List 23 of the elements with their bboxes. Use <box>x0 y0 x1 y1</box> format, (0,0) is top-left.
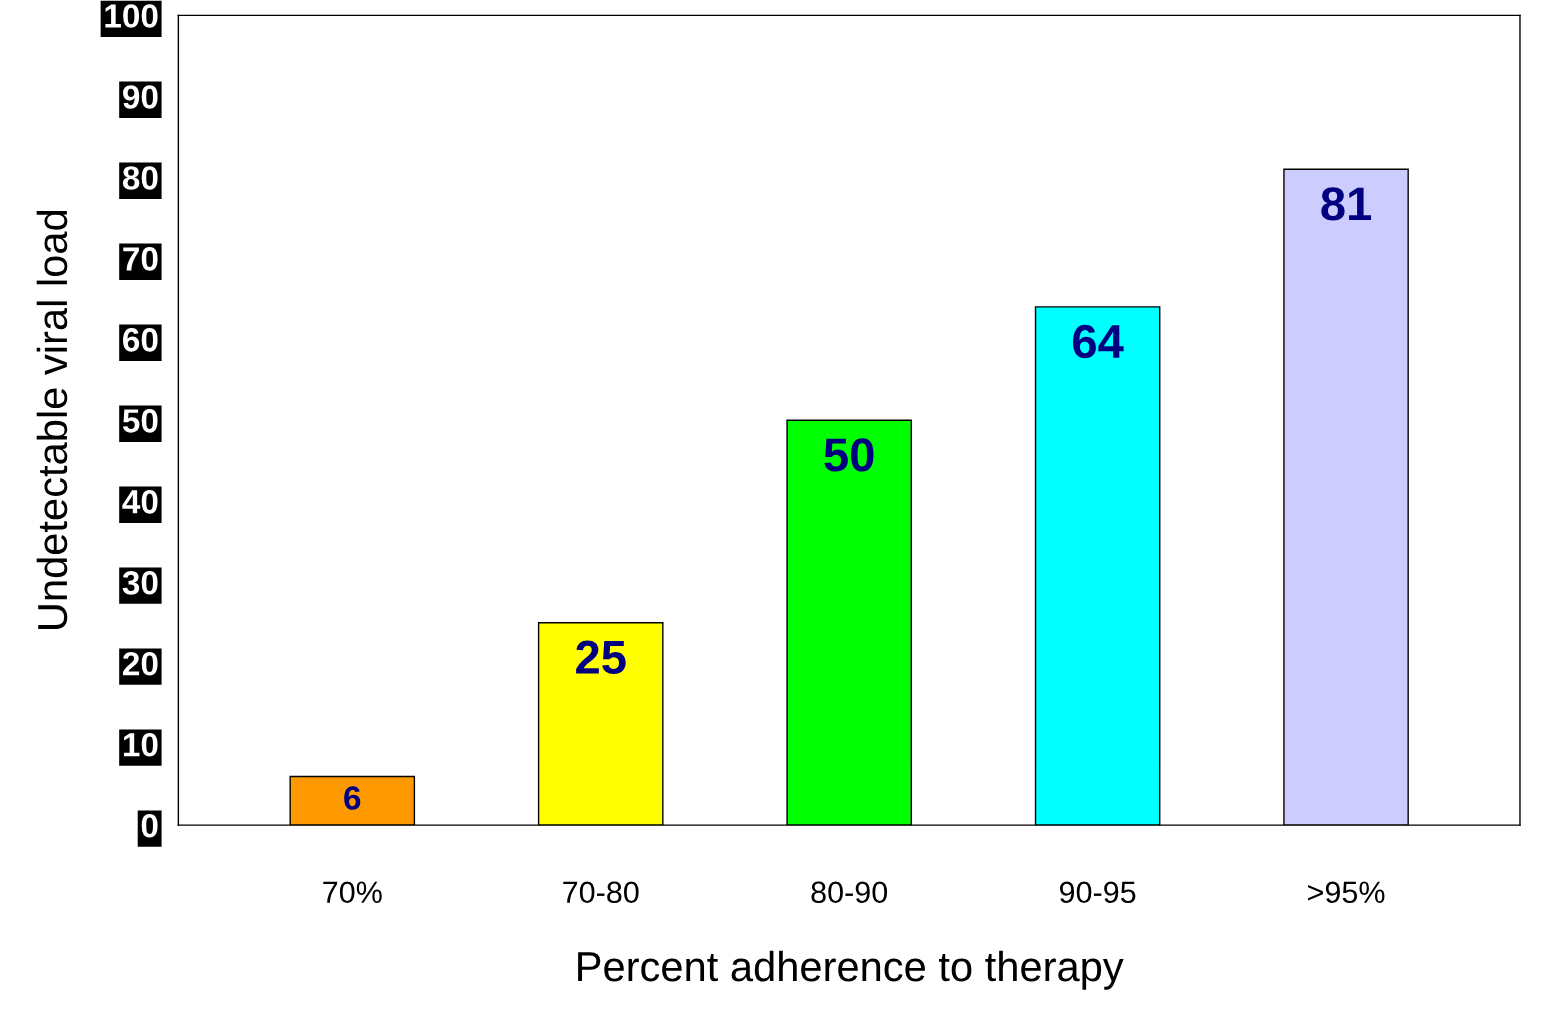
data-label: 64 <box>1073 324 1124 359</box>
x-tick-label: 80-90 <box>811 881 888 904</box>
x-tick-label: 70-80 <box>563 881 639 904</box>
x-tick-label: >95% <box>1308 881 1385 904</box>
y-tick-label: 100 <box>105 4 158 28</box>
y-tick-label: 60 <box>123 328 158 352</box>
data-label: 50 <box>824 438 874 472</box>
x-tick-label: 70% <box>323 881 382 904</box>
y-tick-label: 40 <box>122 490 158 514</box>
x-tick-label: 90-95 <box>1059 881 1136 904</box>
data-label: 81 <box>1321 187 1372 221</box>
y-tick-label: 90 <box>123 85 158 109</box>
y-tick-label: 20 <box>123 651 158 676</box>
y-tick-label: 70 <box>123 247 158 271</box>
x-axis-title: Percent adherence to therapy <box>578 950 1124 990</box>
data-label: 25 <box>576 640 626 675</box>
y-tick-label: 30 <box>122 571 158 595</box>
data-label: 6 <box>344 786 361 810</box>
y-tick-label: 80 <box>122 166 158 190</box>
y-tick-label: 10 <box>123 732 158 757</box>
y-tick-label: 50 <box>122 409 158 433</box>
y-tick-label: 0 <box>141 813 158 838</box>
y-axis-title: Undetectable viral load <box>36 210 68 629</box>
